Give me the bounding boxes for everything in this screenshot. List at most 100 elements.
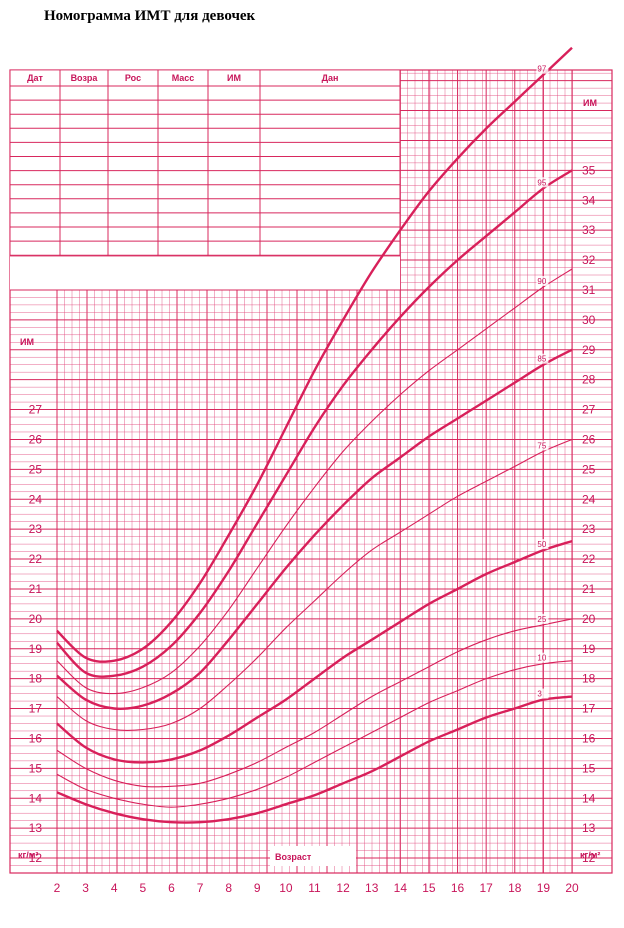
y-tick-label-left: 22: [29, 552, 43, 566]
percentile-curve-3: [56, 695, 573, 824]
y-tick-label-right: 17: [582, 702, 596, 716]
unit-label-left: кг/м²: [18, 850, 38, 860]
x-tick-label: 11: [308, 881, 321, 895]
percentile-label-95: 95: [537, 178, 546, 187]
y-tick-label-left: 14: [29, 791, 43, 805]
percentile-label-85: 85: [537, 355, 546, 364]
y-tick-label-left: 20: [29, 612, 43, 626]
percentile-curve-90: [56, 268, 573, 695]
y-axis-label-right: ИМ: [583, 98, 597, 108]
x-tick-label: 6: [168, 881, 175, 895]
percentile-label-bg: [536, 539, 549, 550]
y-tick-label-left: 25: [29, 462, 43, 476]
y-tick-label-right: 26: [582, 432, 596, 446]
y-tick-label-right: 25: [582, 462, 596, 476]
y-tick-label-left: 17: [29, 702, 43, 716]
x-axis-label-box: [270, 846, 356, 866]
percentile-curve-25: [56, 618, 573, 788]
y-tick-label-right: 12: [582, 851, 596, 865]
y-tick-label-left: 23: [29, 522, 43, 536]
x-tick-label: 18: [508, 881, 522, 895]
chart-grid: [9, 69, 613, 874]
percentile-label-10: 10: [537, 654, 546, 663]
x-tick-label: 7: [197, 881, 204, 895]
y-tick-label-right: 29: [582, 343, 596, 357]
y-tick-label-left: 24: [29, 492, 43, 506]
y-tick-label-right: 35: [582, 163, 596, 177]
axis-labels: 2 3 4 5 6 7 8 9 10 11 12 13 14 15 16 17 18 19 20 12 13 14 15 16…: [29, 163, 596, 895]
percentile-label-bg: [536, 177, 549, 188]
y-tick-label-left: 27: [29, 403, 43, 417]
percentile-label-50: 50: [537, 540, 546, 549]
x-tick-label: 14: [394, 881, 408, 895]
y-tick-label-right: 14: [582, 791, 596, 805]
percentile-label-bg: [536, 275, 549, 286]
y-tick-label-right: 15: [582, 761, 596, 775]
y-tick-label-right: 27: [582, 403, 596, 417]
table-background: [10, 70, 400, 290]
table-header-0: Дат: [27, 73, 43, 83]
x-tick-label: 3: [82, 881, 89, 895]
y-tick-label-right: 31: [582, 283, 596, 297]
y-tick-label-right: 30: [582, 313, 596, 327]
y-tick-label-left: 13: [29, 821, 43, 835]
y-tick-label-right: 22: [582, 552, 596, 566]
page-title: Номограмма ИМТ для девочек: [44, 8, 256, 24]
percentile-label-bg: [536, 688, 549, 699]
y-tick-label-right: 16: [582, 731, 596, 745]
table-header-1: Возра: [71, 73, 99, 83]
x-tick-label: 16: [451, 881, 465, 895]
y-tick-label-left: 19: [29, 642, 43, 656]
record-table: Дат Возра Рос Масс ИМ Дан: [9, 69, 401, 291]
percentile-label-bg: [536, 63, 549, 74]
y-tick-label-right: 13: [582, 821, 596, 835]
x-tick-label: 10: [279, 881, 293, 895]
y-tick-label-right: 32: [582, 253, 596, 267]
percentile-label-90: 90: [537, 277, 546, 286]
y-tick-label-right: 19: [582, 642, 596, 656]
y-tick-label-right: 28: [582, 373, 596, 387]
unit-label-right: кг/м²: [580, 850, 600, 860]
x-tick-label: 15: [422, 881, 436, 895]
y-tick-label-right: 33: [582, 223, 596, 237]
x-tick-label: 19: [537, 881, 551, 895]
x-tick-label: 20: [565, 881, 579, 895]
percentile-label-75: 75: [537, 441, 546, 450]
y-tick-label-right: 24: [582, 492, 596, 506]
x-axis-label: Возраст: [275, 852, 312, 862]
y-tick-label-right: 34: [582, 193, 596, 207]
x-tick-label: 5: [139, 881, 146, 895]
percentile-label-bg: [536, 353, 549, 364]
y-tick-label-right: 21: [582, 582, 596, 596]
x-tick-label: 17: [479, 881, 493, 895]
table-header-2: Рос: [125, 73, 141, 83]
y-tick-label-left: 26: [29, 432, 43, 446]
y-tick-label-left: 18: [29, 672, 43, 686]
percentile-label-bg: [536, 652, 549, 663]
table-header-5: Дан: [322, 73, 339, 83]
y-tick-label-left: 12: [29, 851, 43, 865]
percentile-label-97: 97: [537, 65, 546, 74]
y-tick-label-right: 20: [582, 612, 596, 626]
percentile-curve-95: [56, 169, 573, 678]
percentile-curve-10: [56, 660, 573, 808]
percentile-curve-50: [56, 539, 573, 764]
table-header-3: Масс: [172, 73, 195, 83]
x-tick-label: 12: [336, 881, 350, 895]
y-axis-label-left: ИМ: [20, 337, 34, 347]
percentile-label-bg: [536, 440, 549, 451]
x-tick-label: 8: [225, 881, 232, 895]
percentile-curves: 97 95 90 85 75 50 25 10 3: [56, 46, 573, 824]
x-tick-label: 4: [111, 881, 118, 895]
x-tick-label: 9: [254, 881, 261, 895]
percentile-label-25: 25: [537, 615, 546, 624]
table-header-4: ИМ: [227, 73, 241, 83]
percentile-label-3: 3: [537, 690, 542, 699]
y-tick-label-left: 21: [29, 582, 43, 596]
y-tick-label-left: 16: [29, 731, 43, 745]
y-tick-label-right: 23: [582, 522, 596, 536]
y-tick-label-right: 18: [582, 672, 596, 686]
percentile-curve-97: [56, 46, 573, 663]
x-tick-label: 13: [365, 881, 379, 895]
